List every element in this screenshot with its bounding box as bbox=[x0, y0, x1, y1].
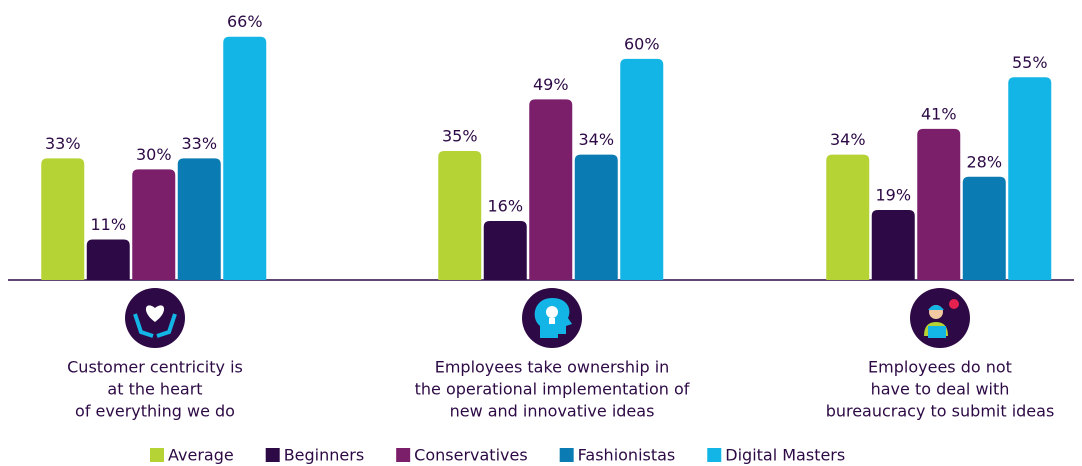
category-label: Customer centricity is bbox=[67, 358, 243, 377]
category-label: have to deal with bbox=[871, 380, 1010, 399]
legend-swatch bbox=[707, 448, 722, 462]
bar bbox=[483, 221, 527, 280]
legend-swatch bbox=[559, 448, 574, 462]
bar bbox=[826, 154, 870, 280]
category-label: of everything we do bbox=[75, 402, 235, 421]
value-label: 60% bbox=[624, 34, 660, 53]
icon bbox=[522, 288, 582, 348]
category-label: new and innovative ideas bbox=[450, 402, 655, 421]
legend-swatch bbox=[396, 448, 411, 462]
category-label: bureaucracy to submit ideas bbox=[826, 402, 1055, 421]
icon-heart bbox=[145, 305, 165, 322]
bar bbox=[962, 176, 1006, 280]
icon-bulb-base bbox=[549, 318, 555, 324]
icon-alert bbox=[949, 299, 959, 309]
bar bbox=[86, 239, 130, 280]
value-label: 11% bbox=[90, 215, 126, 234]
category-label: Employees do not bbox=[868, 358, 1012, 377]
bar bbox=[574, 154, 618, 280]
bar bbox=[438, 151, 482, 280]
legend-swatch bbox=[265, 448, 280, 462]
bar bbox=[871, 209, 915, 280]
bar bbox=[223, 36, 267, 280]
bar bbox=[917, 128, 961, 280]
value-label: 19% bbox=[875, 185, 911, 204]
category-label: the operational implementation of bbox=[415, 380, 690, 399]
value-label: 41% bbox=[921, 104, 957, 123]
icon-hands bbox=[133, 313, 177, 338]
bar bbox=[41, 158, 85, 280]
bar bbox=[529, 99, 573, 281]
legend-label: Digital Masters bbox=[725, 446, 845, 465]
value-label: 66% bbox=[227, 12, 263, 31]
value-label: 34% bbox=[830, 130, 866, 149]
category-label: Employees take ownership in bbox=[435, 358, 670, 377]
legend-label: Fashionistas bbox=[578, 446, 676, 465]
legend-label: Average bbox=[168, 446, 234, 465]
icon bbox=[125, 288, 185, 348]
value-label: 33% bbox=[45, 134, 81, 153]
value-label: 49% bbox=[533, 75, 569, 94]
value-label: 28% bbox=[966, 152, 1002, 171]
legend-label: Beginners bbox=[284, 446, 364, 465]
bar bbox=[1008, 77, 1052, 281]
icon-circle bbox=[910, 288, 970, 348]
value-label: 34% bbox=[578, 130, 614, 149]
value-label: 33% bbox=[181, 134, 217, 153]
icon-bulb bbox=[546, 306, 558, 318]
icon bbox=[910, 288, 970, 348]
category-label: at the heart bbox=[107, 380, 202, 399]
value-label: 16% bbox=[487, 197, 523, 216]
legend-swatch bbox=[150, 448, 164, 462]
value-label: 35% bbox=[442, 127, 478, 146]
legend-label: Conservatives bbox=[414, 446, 528, 465]
bar bbox=[177, 158, 221, 280]
bar bbox=[620, 58, 664, 280]
icon-cap bbox=[928, 305, 944, 310]
value-label: 55% bbox=[1012, 53, 1048, 72]
value-label: 30% bbox=[136, 145, 172, 164]
icon-laptop bbox=[928, 326, 946, 338]
bar bbox=[132, 169, 176, 280]
